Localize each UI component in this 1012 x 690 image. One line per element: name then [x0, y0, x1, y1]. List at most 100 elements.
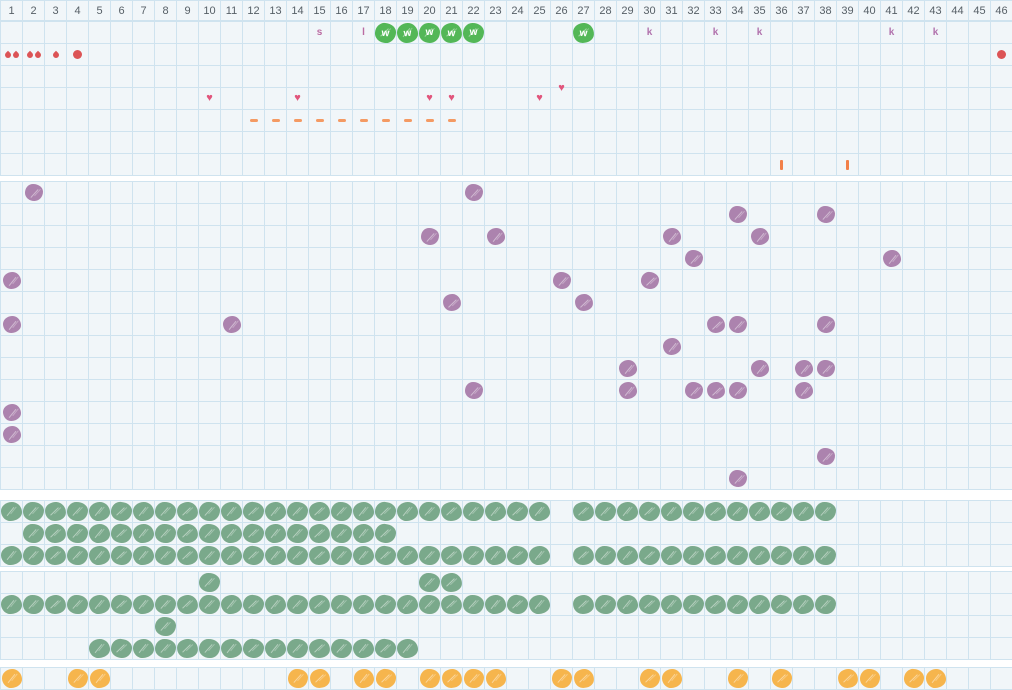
grid-cell[interactable]: [242, 501, 265, 523]
grid-cell[interactable]: [925, 358, 947, 380]
grid-cell[interactable]: [683, 402, 705, 424]
grid-cell[interactable]: [969, 88, 991, 110]
grid-cell[interactable]: [419, 314, 441, 336]
grid-cell[interactable]: [220, 523, 243, 545]
grid-cell[interactable]: [67, 468, 89, 490]
grid-cell[interactable]: [595, 380, 617, 402]
grid-cell[interactable]: [419, 572, 441, 594]
grid-cell[interactable]: [683, 88, 705, 110]
grid-cell[interactable]: [529, 336, 551, 358]
grid-cell[interactable]: [771, 314, 793, 336]
grid-cell[interactable]: [45, 204, 67, 226]
grid-cell[interactable]: [551, 44, 573, 66]
grid-cell[interactable]: [199, 248, 221, 270]
grid-cell[interactable]: [793, 226, 815, 248]
grid-cell[interactable]: [1, 292, 23, 314]
grid-cell[interactable]: [771, 446, 793, 468]
grid-cell[interactable]: [243, 336, 265, 358]
grid-cell[interactable]: [661, 336, 683, 358]
grid-cell[interactable]: [110, 501, 133, 523]
grid-cell[interactable]: [639, 446, 661, 468]
grid-cell[interactable]: [441, 182, 463, 204]
grid-cell[interactable]: [991, 154, 1012, 176]
grid-cell[interactable]: [353, 204, 375, 226]
grid-cell[interactable]: [243, 154, 265, 176]
grid-cell[interactable]: [837, 132, 859, 154]
grid-cell[interactable]: [309, 358, 331, 380]
grid-cell[interactable]: k: [925, 22, 947, 44]
grid-cell[interactable]: [111, 468, 133, 490]
grid-cell[interactable]: [815, 66, 837, 88]
grid-cell[interactable]: [947, 292, 969, 314]
grid-cell[interactable]: [309, 424, 331, 446]
grid-cell[interactable]: [177, 292, 199, 314]
grid-cell[interactable]: [265, 66, 287, 88]
grid-cell[interactable]: [837, 638, 859, 660]
grid-cell[interactable]: [265, 44, 287, 66]
grid-cell[interactable]: [133, 22, 155, 44]
grid-cell[interactable]: [177, 226, 199, 248]
grid-cell[interactable]: [331, 638, 353, 660]
grid-cell[interactable]: w: [419, 22, 441, 44]
grid-cell[interactable]: [331, 545, 353, 567]
grid-cell[interactable]: [815, 501, 837, 523]
grid-cell[interactable]: [177, 204, 199, 226]
grid-cell[interactable]: [683, 545, 705, 567]
grid-cell[interactable]: [177, 314, 199, 336]
grid-cell[interactable]: [331, 66, 353, 88]
grid-cell[interactable]: [265, 182, 287, 204]
grid-cell[interactable]: [947, 182, 969, 204]
grid-cell[interactable]: [485, 292, 507, 314]
grid-cell[interactable]: [529, 358, 551, 380]
grid-cell[interactable]: [595, 638, 617, 660]
grid-cell[interactable]: [463, 182, 485, 204]
grid-cell[interactable]: [573, 44, 595, 66]
grid-cell[interactable]: [1, 110, 23, 132]
grid-cell[interactable]: [660, 545, 683, 567]
grid-cell[interactable]: [89, 468, 111, 490]
grid-cell[interactable]: [529, 668, 551, 690]
grid-cell[interactable]: [309, 468, 331, 490]
grid-cell[interactable]: [1, 154, 23, 176]
grid-cell[interactable]: [903, 154, 925, 176]
grid-cell[interactable]: [881, 638, 903, 660]
grid-cell[interactable]: [771, 424, 793, 446]
grid-cell[interactable]: [419, 132, 441, 154]
grid-cell[interactable]: [67, 154, 89, 176]
grid-cell[interactable]: [67, 270, 89, 292]
grid-cell[interactable]: [947, 545, 969, 567]
grid-cell[interactable]: [793, 358, 815, 380]
grid-cell[interactable]: [67, 292, 89, 314]
grid-cell[interactable]: [859, 358, 881, 380]
grid-cell[interactable]: [969, 22, 991, 44]
grid-cell[interactable]: [463, 66, 485, 88]
grid-cell[interactable]: [507, 66, 529, 88]
grid-cell[interactable]: [177, 154, 199, 176]
grid-cell[interactable]: [705, 336, 727, 358]
grid-cell[interactable]: [639, 402, 661, 424]
grid-cell[interactable]: [265, 424, 287, 446]
grid-cell[interactable]: [661, 616, 683, 638]
grid-cell[interactable]: [903, 523, 925, 545]
grid-cell[interactable]: [375, 336, 397, 358]
grid-cell[interactable]: [749, 468, 771, 490]
grid-cell[interactable]: [749, 572, 771, 594]
grid-cell[interactable]: [529, 204, 551, 226]
grid-cell[interactable]: [771, 182, 793, 204]
grid-cell[interactable]: [683, 22, 705, 44]
grid-cell[interactable]: [221, 446, 243, 468]
grid-cell[interactable]: [639, 204, 661, 226]
grid-cell[interactable]: [837, 204, 859, 226]
grid-cell[interactable]: [353, 88, 375, 110]
grid-cell[interactable]: [749, 292, 771, 314]
grid-cell[interactable]: [67, 446, 89, 468]
grid-cell[interactable]: [727, 22, 749, 44]
grid-cell[interactable]: [793, 132, 815, 154]
grid-cell[interactable]: [859, 523, 881, 545]
grid-cell[interactable]: [947, 248, 969, 270]
grid-cell[interactable]: [375, 110, 397, 132]
grid-cell[interactable]: [771, 22, 793, 44]
grid-cell[interactable]: ♥: [287, 88, 309, 110]
grid-cell[interactable]: [23, 424, 45, 446]
grid-cell[interactable]: [507, 204, 529, 226]
